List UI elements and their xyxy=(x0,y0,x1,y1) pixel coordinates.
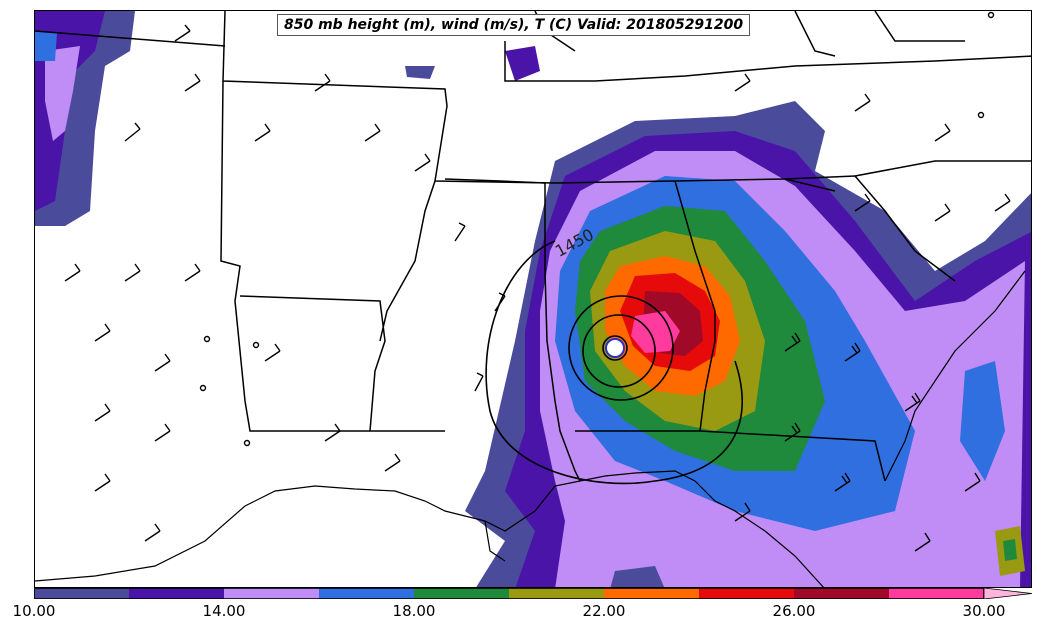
colorbar-label: 10.00 xyxy=(12,602,56,620)
colorbar-label: 18.00 xyxy=(392,602,436,620)
colorbar-border xyxy=(34,588,984,599)
colorbar-label: 30.00 xyxy=(962,602,1006,620)
colorbar-segment xyxy=(224,588,320,599)
calm-markers xyxy=(199,11,995,447)
colorbar-segment xyxy=(509,588,605,599)
colorbar-segment xyxy=(794,588,890,599)
colorbar-label: 14.00 xyxy=(202,602,246,620)
colorbar-segment xyxy=(414,588,510,599)
temperature-fill xyxy=(35,11,1031,587)
colorbar-segment xyxy=(889,588,985,599)
colorbar xyxy=(34,588,1032,599)
colorbar-segment xyxy=(699,588,795,599)
colorbar-label: 22.00 xyxy=(582,602,626,620)
colorbar-segment xyxy=(129,588,225,599)
colorbar-segment xyxy=(319,588,415,599)
map-panel xyxy=(34,10,1032,588)
map-canvas xyxy=(35,11,1031,587)
colorbar-segment xyxy=(604,588,700,599)
colorbar-label: 26.00 xyxy=(772,602,816,620)
wind-barbs xyxy=(64,24,1011,552)
coastline xyxy=(35,270,1026,587)
colorbar-extension xyxy=(983,588,1032,599)
colorbar-segment xyxy=(34,588,130,599)
map-title: 850 mb height (m), wind (m/s), T (C) Val… xyxy=(277,14,751,36)
